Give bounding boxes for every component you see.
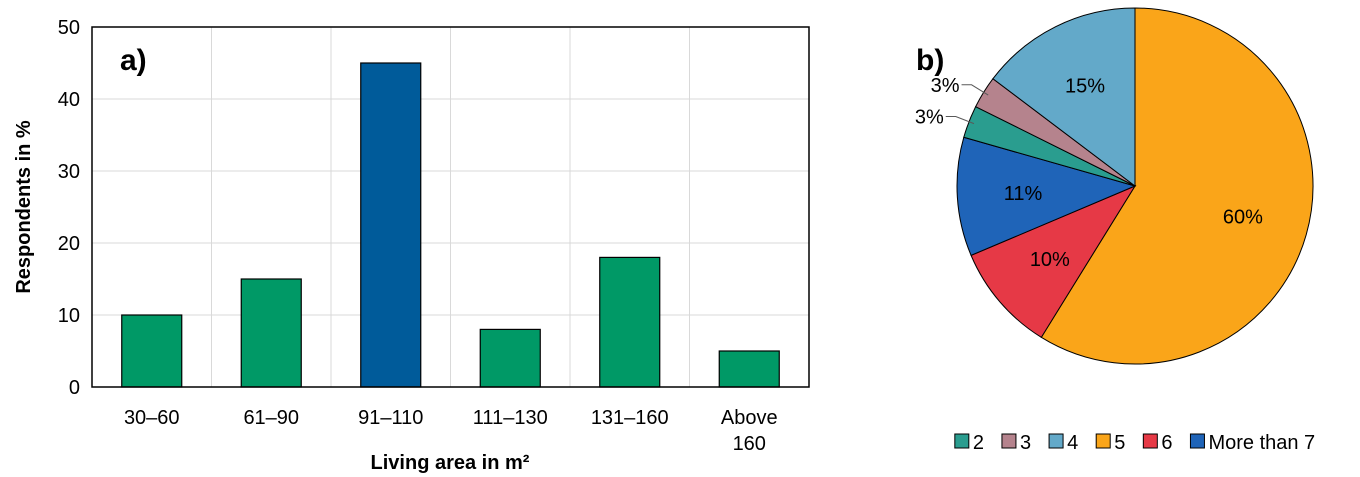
legend-swatch <box>1001 433 1017 449</box>
panel-label-b: b) <box>916 44 944 77</box>
legend-swatch <box>1189 433 1205 449</box>
pie-slice-6 <box>970 184 1137 339</box>
pie-chart: b) 60% 10% 11% 3% 3% 15% 2 3 4 5 6 More than 7 <box>915 7 1315 454</box>
y-tick-label: 30 <box>58 161 80 183</box>
x-axis-title: Living area in m² <box>371 452 530 474</box>
x-tick-label: 160 <box>733 433 766 455</box>
legend-label: 6 <box>1161 432 1172 454</box>
pie-data-label: 10% <box>1030 249 1070 271</box>
bar-chart-grid <box>92 27 809 387</box>
y-tick-label: 10 <box>58 305 80 327</box>
pie-legend: 2 3 4 5 6 More than 7 <box>954 432 1315 454</box>
legend-label: 3 <box>1020 432 1031 454</box>
legend-item: 3 <box>1001 432 1031 454</box>
legend-item: 2 <box>954 432 984 454</box>
bar-chart: 0 10 20 30 40 50 30–60 61–90 91–110 111–130 131–1… <box>13 17 810 474</box>
x-tick-label: 111–130 <box>473 407 548 429</box>
bar-chart-bars <box>121 62 780 388</box>
pie-slices <box>956 7 1314 365</box>
legend-item: 5 <box>1095 432 1125 454</box>
pie-data-label: 11% <box>1004 183 1043 205</box>
leader-line <box>961 84 989 96</box>
legend-item: 4 <box>1048 432 1078 454</box>
pie-slice-more-than-7 <box>956 136 1137 257</box>
x-tick-label: Above <box>721 407 778 429</box>
pie-data-labels: 60% 10% 11% 3% 3% 15% <box>915 75 1263 271</box>
legend-label: 5 <box>1114 432 1125 454</box>
legend-label: More than 7 <box>1208 432 1315 454</box>
legend-swatch <box>1142 433 1158 449</box>
pie-slice-5 <box>1040 7 1314 365</box>
legend-label: 2 <box>973 432 984 454</box>
y-tick-labels: 0 10 20 30 40 50 <box>58 17 80 399</box>
legend-item: 6 <box>1142 432 1172 454</box>
legend-swatch <box>1095 433 1111 449</box>
x-tick-labels: 30–60 61–90 91–110 111–130 131–160 Above 160 <box>124 407 778 455</box>
x-tick-label: 30–60 <box>124 407 180 429</box>
y-tick-label: 40 <box>58 89 80 111</box>
pie-data-label: 3% <box>915 107 944 129</box>
x-tick-label: 131–160 <box>591 407 669 429</box>
pie-slice-4 <box>992 7 1136 188</box>
legend-swatch <box>954 433 970 449</box>
pie-data-label: 60% <box>1223 207 1263 229</box>
y-tick-label: 20 <box>58 233 80 255</box>
x-tick-label: 61–90 <box>243 407 299 429</box>
pie-data-label: 3% <box>931 75 960 97</box>
y-tick-label: 0 <box>69 377 80 399</box>
leader-line <box>945 116 975 125</box>
plot-area-frame <box>91 26 810 388</box>
legend-label: 4 <box>1067 432 1078 454</box>
bar <box>240 278 302 388</box>
y-tick-label: 50 <box>58 17 80 39</box>
panel-label-a: a) <box>120 44 147 77</box>
bar <box>360 62 422 388</box>
bar <box>479 328 541 388</box>
x-tick-label: 91–110 <box>358 407 423 429</box>
legend-swatch <box>1048 433 1064 449</box>
bar <box>599 256 661 388</box>
pie-data-label: 15% <box>1065 76 1105 98</box>
bar <box>718 350 780 388</box>
bar <box>121 314 183 388</box>
legend-item: More than 7 <box>1189 432 1315 454</box>
y-axis-title: Respondents in % <box>13 120 35 294</box>
